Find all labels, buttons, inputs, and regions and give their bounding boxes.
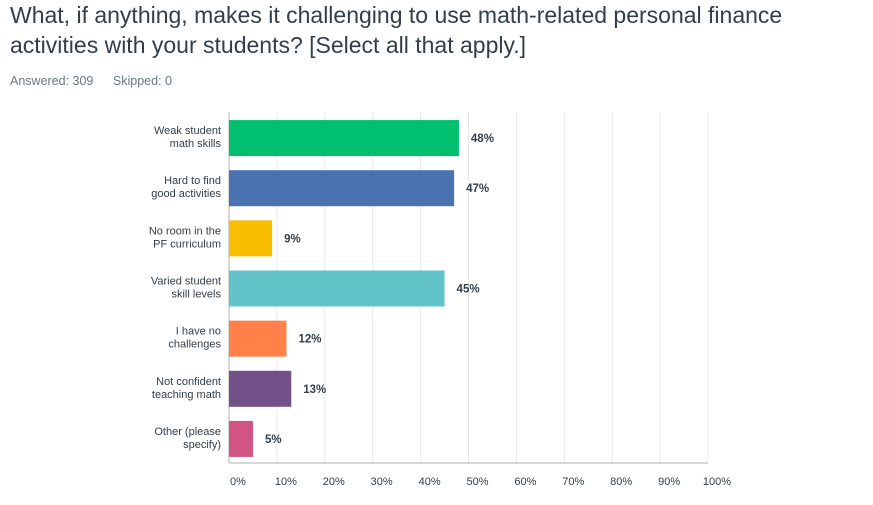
category-label: No room in the PF curriculum <box>149 225 221 250</box>
x-tick-label: 0% <box>230 476 246 488</box>
x-tick-label: 90% <box>658 476 680 488</box>
bar <box>229 320 287 357</box>
category-label: Other (please specify) <box>154 426 221 451</box>
bar-value-label: 5% <box>265 434 282 446</box>
x-tick-label: 40% <box>419 476 441 488</box>
bar <box>229 120 459 157</box>
bar-value-label: 9% <box>284 233 301 245</box>
x-tick-label: 30% <box>371 476 393 488</box>
labels: 0% 10% 20% 30% 40% 50% 60% 70% 80% 90% 100% 48% Weak… <box>149 125 731 488</box>
category-label: Not confident teaching math <box>152 376 221 401</box>
bars <box>229 120 459 457</box>
response-stats: Answered: 309 Skipped: 0 <box>10 74 188 88</box>
bar-value-label: 48% <box>471 133 494 145</box>
skipped-count: Skipped: 0 <box>112 74 172 88</box>
x-tick-label: 50% <box>466 476 488 488</box>
x-tick-label: 80% <box>610 476 632 488</box>
bar-value-label: 47% <box>466 183 489 195</box>
bar-value-label: 12% <box>298 334 321 346</box>
x-tick-label: 70% <box>562 476 584 488</box>
bar-value-label: 13% <box>303 384 326 396</box>
category-label: Varied student skill levels <box>151 276 222 301</box>
bar <box>229 420 253 457</box>
category-label: Weak student math skills <box>154 125 222 150</box>
question-title: What, if anything, makes it challenging … <box>10 2 783 58</box>
category-label: Hard to find good activities <box>151 175 221 200</box>
bar <box>229 270 445 307</box>
x-tick-label: 100% <box>703 476 731 488</box>
bar <box>229 370 292 407</box>
x-tick-label: 10% <box>275 476 297 488</box>
category-label: I have no challenges <box>168 326 221 351</box>
bar-value-label: 45% <box>457 284 480 296</box>
x-tick-label: 60% <box>514 476 536 488</box>
bar <box>229 220 273 257</box>
bar <box>229 170 455 207</box>
x-tick-label: 20% <box>323 476 345 488</box>
answered-count: Answered: 309 <box>10 74 94 88</box>
